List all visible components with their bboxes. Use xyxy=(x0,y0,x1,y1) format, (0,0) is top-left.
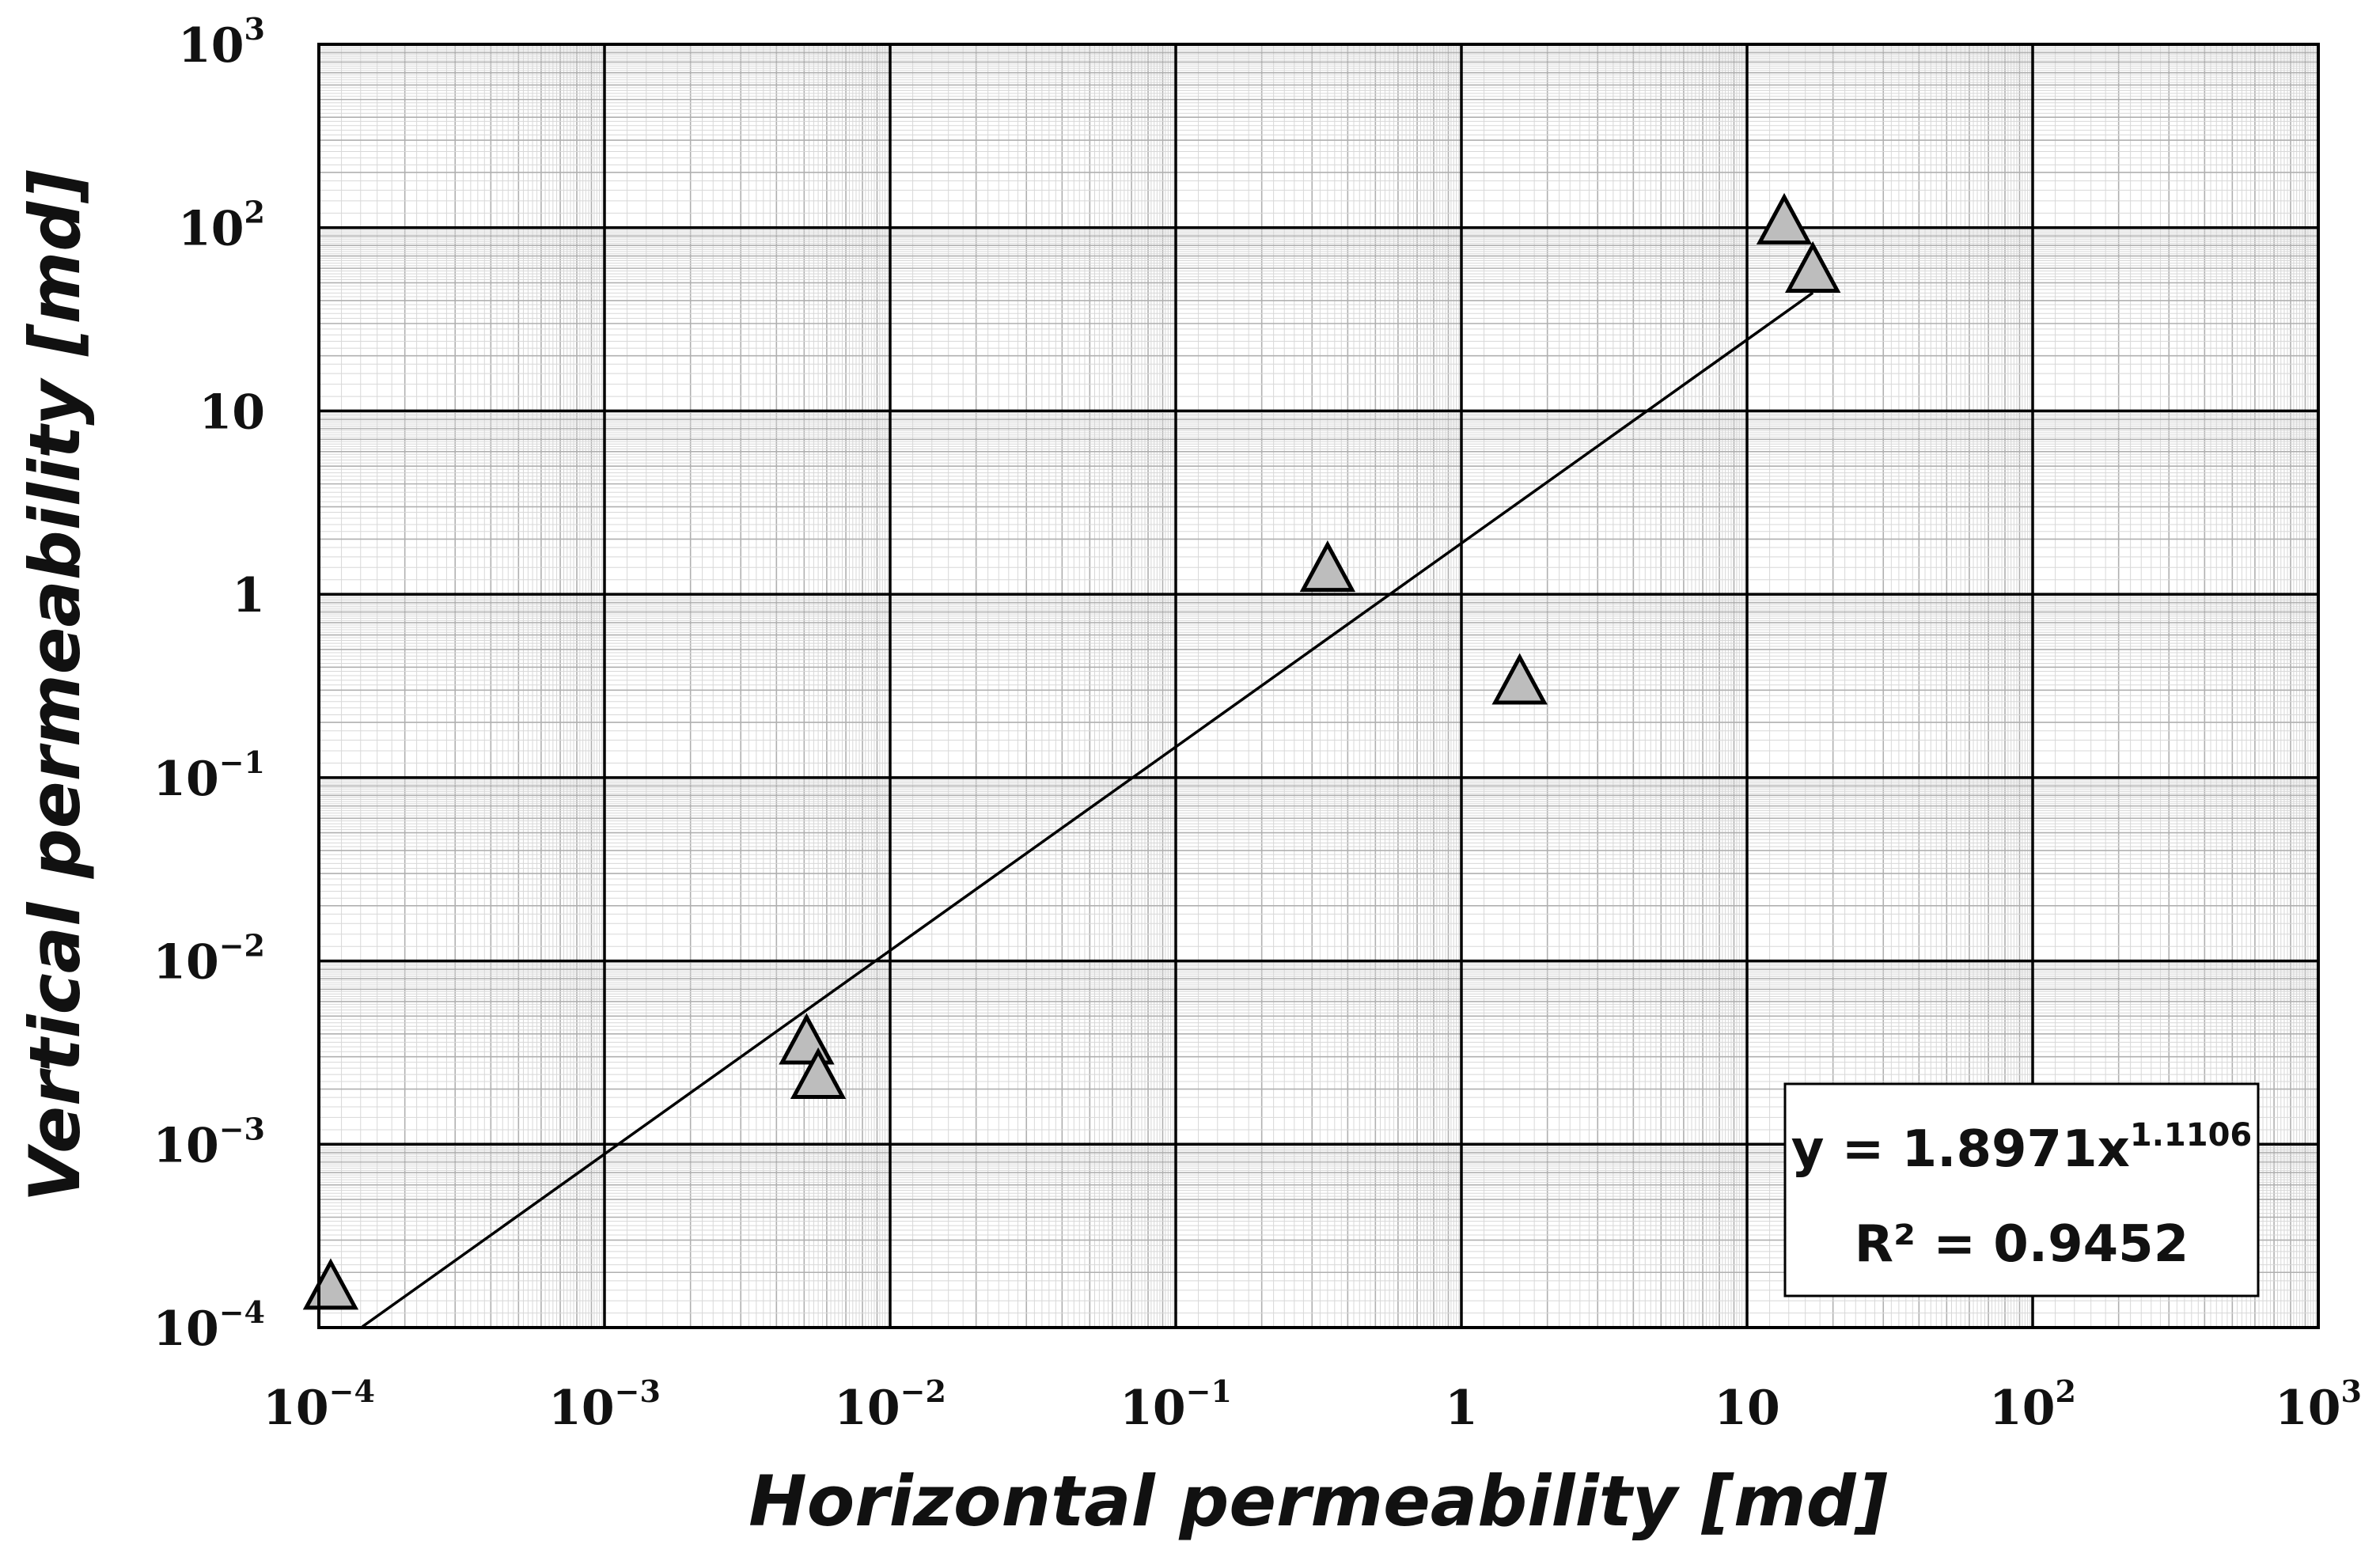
y-tick-label: 103 xyxy=(178,11,265,74)
y-tick-labels: 10−4 10−3 10−2 10−1 1 10 102 103 xyxy=(153,11,265,1357)
y-tick-label: 10−3 xyxy=(153,1111,265,1173)
y-axis-title: Vertical permeability [md] xyxy=(14,170,96,1203)
equation-box-frame xyxy=(1783,1082,2260,1298)
x-tick-labels: 10−4 10−3 10−2 10−1 1 10 102 103 xyxy=(263,1373,2362,1436)
x-tick-label: 1 xyxy=(1445,1381,1478,1436)
y-tick-label: 10 xyxy=(199,385,266,440)
data-point-triangle xyxy=(790,1047,847,1100)
y-tick-label: 102 xyxy=(178,195,265,257)
y-tick-label: 10−1 xyxy=(153,744,265,807)
equation-box: y = 1.8971x1.1106 R² = 0.9452 xyxy=(1783,1082,2260,1298)
trendline xyxy=(361,291,1814,1328)
x-tick-label: 10−4 xyxy=(263,1373,375,1436)
data-point-triangle xyxy=(1491,653,1548,705)
equation-prefix: y = 1.8971x xyxy=(1791,1120,2130,1179)
x-tick-label: 10−1 xyxy=(1120,1373,1232,1436)
trendline-layer xyxy=(361,291,1814,1328)
x-tick-label: 103 xyxy=(2275,1373,2362,1436)
r-squared-label: R² = 0.9452 xyxy=(1855,1215,2189,1274)
equation-label: y = 1.8971x1.1106 xyxy=(1791,1117,2253,1179)
x-tick-label: 10−3 xyxy=(548,1373,661,1436)
data-point-triangle xyxy=(1756,192,1813,244)
x-tick-label: 10 xyxy=(1714,1381,1780,1436)
y-tick-label: 10−4 xyxy=(153,1294,265,1357)
y-tick-label: 10−2 xyxy=(153,928,265,991)
x-tick-label: 10−2 xyxy=(834,1373,946,1436)
data-point-triangle xyxy=(1299,540,1356,593)
y-tick-label: 1 xyxy=(232,568,265,623)
x-axis-title: Horizontal permeability [md] xyxy=(748,1460,1888,1542)
x-tick-label: 102 xyxy=(1989,1373,2076,1436)
plot-frame xyxy=(317,43,2320,1329)
equation-exponent: 1.1106 xyxy=(2130,1117,2252,1154)
data-point-triangle xyxy=(1784,241,1841,293)
